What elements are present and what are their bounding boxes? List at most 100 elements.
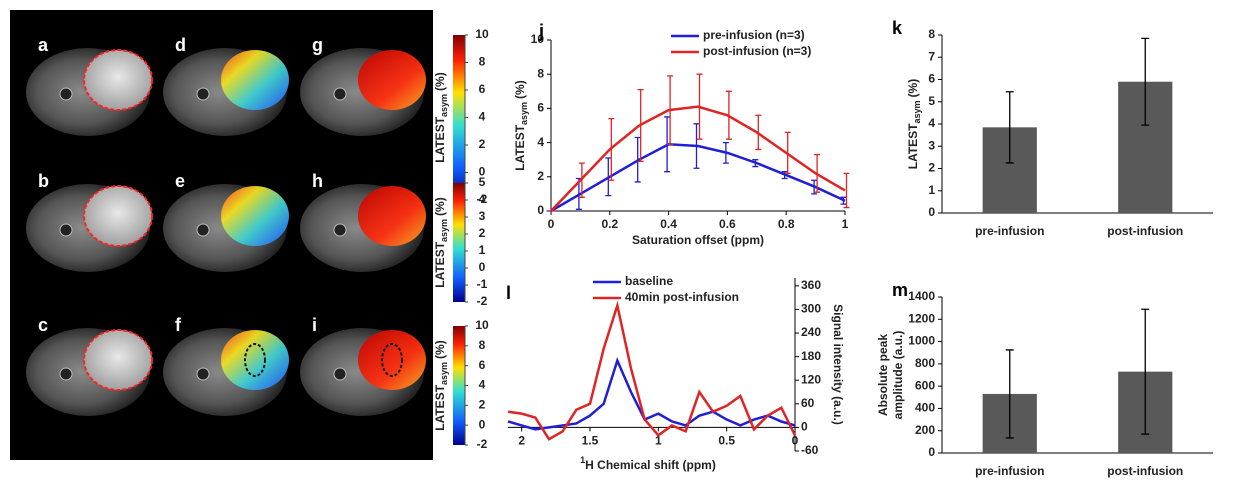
- y-tick-label: 60: [801, 396, 815, 410]
- error-bar: [696, 73, 703, 140]
- y-tick-label: 8: [928, 27, 935, 41]
- cest-map: [358, 186, 426, 246]
- y-tick-label: 300: [801, 302, 821, 316]
- y-axis-title: amplitude (a.u.): [891, 331, 905, 420]
- x-tick-label: 1: [842, 217, 849, 231]
- y-axis-title-part: (%): [906, 79, 920, 98]
- colorbar-tick-label: -1: [477, 277, 488, 291]
- roi-inner: [244, 343, 266, 377]
- error-bar: [843, 172, 850, 209]
- mri-images: [26, 48, 426, 416]
- colorbar-tick-label: 10: [475, 27, 489, 41]
- colorbar-tick-label: 2: [479, 137, 486, 151]
- data-line: [507, 300, 797, 441]
- y-tick-label: 4: [537, 135, 544, 149]
- y-axis-title-part: LATEST: [906, 123, 920, 169]
- mri-vessel: [196, 223, 210, 237]
- colorbar-tick-label: 0: [479, 165, 486, 179]
- panel-letter: b: [38, 171, 49, 191]
- x-tick-label: post-infusion: [1107, 224, 1183, 238]
- colorbar-tick-label: 5: [479, 175, 486, 189]
- legend-label: baseline: [625, 274, 673, 288]
- colorbar-tick-label: 4: [479, 378, 486, 392]
- y-tick-label: 600: [915, 378, 935, 392]
- x-tick-label: 0.4: [660, 217, 677, 231]
- y-axis-title-part: (%): [513, 80, 527, 99]
- mri-vessel: [59, 87, 73, 101]
- y-tick-label: 120: [801, 372, 821, 386]
- y-tick-label: 7: [928, 49, 935, 63]
- error-bar: [722, 141, 729, 164]
- y-tick-label: 0: [928, 445, 935, 459]
- error-bar: [693, 123, 700, 169]
- colorbar-label: LATESTasym (%): [433, 72, 449, 162]
- cest-map: [221, 330, 289, 390]
- colorbar-tick-label: 6: [479, 82, 486, 96]
- panel-letter: i: [312, 315, 317, 335]
- x-tick-label: 1: [655, 434, 662, 448]
- liver: [84, 50, 152, 110]
- error-bar: [634, 136, 641, 183]
- error-bar: [1141, 37, 1150, 126]
- x-axis-title: Saturation offset (ppm): [632, 233, 764, 247]
- roi-outline: [83, 329, 153, 391]
- liver: [84, 186, 152, 246]
- panel-letter: c: [38, 315, 48, 335]
- y-tick-label: 240: [801, 325, 821, 339]
- colorbar-tick-label: 2: [479, 398, 486, 412]
- colorbar-tick-label: -2: [477, 192, 488, 206]
- roi-inner: [381, 343, 403, 377]
- y-axis-title-part: asym: [912, 100, 922, 123]
- x-tick-label: 0: [792, 434, 799, 448]
- y-tick-label: 400: [915, 401, 935, 415]
- colorbar-tick-label: 0: [479, 417, 486, 431]
- mri-vessel: [333, 367, 347, 381]
- liver: [84, 330, 152, 390]
- x-tick-label: 0: [548, 217, 555, 231]
- colorbar-tick-label: 10: [475, 318, 489, 332]
- mri-vessel: [196, 367, 210, 381]
- colorbar-label: LATESTasym (%): [433, 197, 449, 287]
- error-bar: [840, 196, 847, 205]
- y-tick-label: 1200: [908, 311, 935, 325]
- colorbar-tick-label: 8: [479, 55, 486, 69]
- colorbar-tick-label: 4: [479, 192, 486, 206]
- data-line: [550, 143, 846, 213]
- x-tick-label: 0.6: [719, 217, 736, 231]
- colorbar: [453, 183, 465, 302]
- panel-letter: h: [312, 171, 323, 191]
- mri-vessel: [333, 87, 347, 101]
- colorbar-label-part: LATEST: [433, 241, 447, 287]
- error-bar: [755, 114, 762, 151]
- error-bar: [578, 162, 585, 198]
- chart-letter: l: [506, 283, 511, 303]
- colorbar: [453, 35, 465, 200]
- error-bar: [814, 153, 821, 193]
- colorbar-label-part: asym: [439, 94, 449, 117]
- y-tick-label: 3: [928, 138, 935, 152]
- x-tick-label: 1.5: [582, 434, 599, 448]
- x-axis-title-part: 1: [580, 455, 585, 465]
- x-axis-title-part: H Chemical shift (ppm): [585, 458, 716, 472]
- colorbar-tick-label: 8: [479, 338, 486, 352]
- colorbar-label-part: (%): [433, 340, 447, 359]
- colorbar-tick-label: 2: [479, 226, 486, 240]
- x-tick-label: post-infusion: [1107, 464, 1183, 478]
- y-tick-label: 6: [537, 101, 544, 115]
- data-line: [507, 357, 796, 431]
- y-axis-title-part: LATEST: [513, 124, 527, 170]
- panel-letter: d: [175, 35, 186, 55]
- y-tick-label: 0: [801, 420, 808, 434]
- y-axis-title: Absolute peak: [876, 334, 890, 416]
- y-axis-title-part: asym: [519, 102, 529, 125]
- error-bar: [784, 131, 791, 175]
- y-tick-label: 200: [915, 423, 935, 437]
- x-tick-label: 0.2: [601, 217, 618, 231]
- error-bar: [1141, 308, 1150, 435]
- error-bar: [725, 90, 732, 140]
- y-tick-label: 6: [928, 72, 935, 86]
- error-bar: [667, 75, 674, 145]
- chart-letter: j: [538, 21, 544, 41]
- panel-letter: f: [175, 315, 182, 335]
